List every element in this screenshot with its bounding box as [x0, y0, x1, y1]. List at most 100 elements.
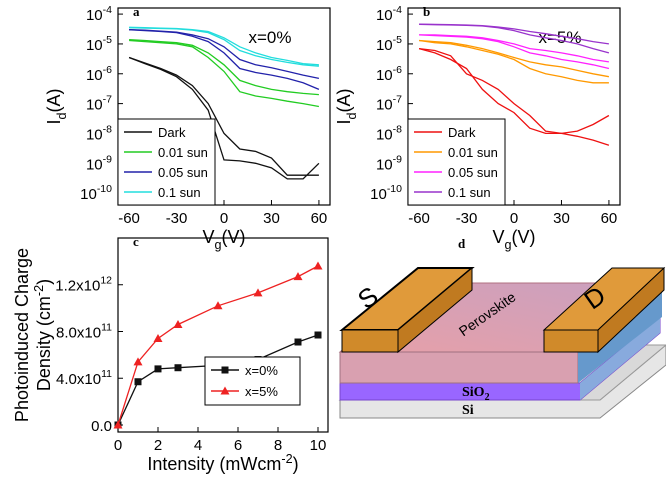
x-tick-label: -30 [166, 210, 188, 227]
series-line [419, 23, 609, 45]
series-line [419, 39, 610, 78]
label-part: Photoinduced Charge [12, 248, 32, 422]
tick-base: 10 [86, 97, 103, 114]
label-part: g [215, 238, 222, 252]
marker [113, 420, 123, 429]
plot-frame [117, 237, 329, 433]
legend-label: 0.01 sun [448, 145, 498, 160]
substrate-label: Si [462, 403, 474, 418]
x-tick-label: 6 [234, 437, 242, 454]
legend-label: Dark [158, 125, 186, 140]
y-tick-label: 10-8 [86, 123, 112, 143]
legend-label: x=5% [245, 384, 278, 399]
x-tick-label: 60 [601, 210, 618, 227]
tick-base: 10 [86, 37, 103, 54]
series-line [129, 26, 319, 66]
label-part: V [202, 227, 214, 247]
tick-exponent: -7 [393, 94, 402, 106]
y-tick-label: 10-6 [376, 64, 402, 84]
x-tick-label: -60 [408, 210, 430, 227]
label-part: (V) [512, 227, 536, 247]
label-part: d [345, 112, 359, 119]
y-tick-label: 8.0x1011 [56, 321, 112, 341]
x-tick-label: 60 [311, 210, 328, 227]
y-tick-label: 10-10 [370, 183, 402, 203]
y-tick-label: 0.0 [91, 418, 112, 435]
label-part: I [44, 120, 64, 125]
oxide-text: SiO [462, 385, 485, 400]
tick-exponent: -7 [103, 94, 112, 106]
tick-base: 10 [376, 67, 393, 84]
tick-base: 10 [376, 126, 393, 143]
tick-exponent: -6 [103, 64, 112, 76]
label-part: (A) [334, 88, 354, 112]
series-line [129, 38, 319, 96]
label-part: ) [293, 454, 299, 474]
marker [220, 386, 230, 395]
x-tick-label: 0 [220, 210, 228, 227]
label-part: d [55, 112, 69, 119]
y-axis-label: Density (cm-2) [32, 279, 54, 391]
device-diagram: S D Perovskite SiO2 Si d [338, 236, 666, 419]
tick-base: 0.0 [91, 418, 112, 435]
series-line [419, 39, 609, 84]
y-tick-label: 10-7 [376, 94, 402, 114]
tick-base: 10 [376, 37, 393, 54]
drain-front [543, 329, 599, 353]
label-part: (V) [222, 227, 246, 247]
legend-label: 0.1 sun [448, 185, 491, 200]
tick-base: 10 [376, 156, 393, 173]
tick-base: 10 [86, 67, 103, 84]
tick-exponent: -8 [393, 123, 402, 135]
series-line [418, 47, 610, 135]
legend-box [204, 356, 301, 406]
legend-label: 0.1 sun [158, 185, 201, 200]
series-line [419, 34, 610, 70]
marker [314, 331, 322, 339]
series-line [128, 56, 319, 176]
series-line [117, 265, 319, 426]
y-tick-label: 10-9 [86, 153, 112, 173]
tick-exponent: -9 [393, 153, 402, 165]
y-tick-label: 10-5 [86, 34, 112, 54]
panel-label: c [133, 234, 139, 249]
x-tick-label: 30 [553, 210, 570, 227]
marker [134, 378, 142, 386]
x-tick-label: 2 [154, 437, 162, 454]
legend-label: 0.05 sun [448, 165, 498, 180]
series-line [419, 34, 609, 63]
source-side [397, 266, 473, 354]
legend-box [407, 118, 506, 206]
tick-base: 1.2x10 [55, 278, 100, 295]
label-part: V [492, 227, 504, 247]
series-line [129, 29, 320, 80]
tick-exponent: -10 [97, 183, 112, 195]
tick-base: 10 [86, 7, 103, 24]
y-tick-label: 10-5 [376, 34, 402, 54]
tick-exponent: -5 [393, 34, 402, 46]
marker [221, 366, 229, 374]
tick-exponent: -5 [103, 34, 112, 46]
series-line [419, 47, 610, 146]
y-tick-label: 10-8 [376, 123, 402, 143]
series-line [128, 56, 320, 180]
marker [133, 357, 143, 366]
tick-base: 8.0x10 [56, 324, 101, 341]
annotation: x=0% [249, 28, 292, 47]
tick-exponent: 11 [101, 368, 112, 380]
tick-base: 10 [376, 97, 393, 114]
tick-exponent: -8 [103, 123, 112, 135]
marker [253, 288, 263, 297]
marker [293, 272, 303, 281]
label-part: -2 [281, 452, 292, 466]
y-tick-label: 10-10 [80, 183, 112, 203]
legend-label: Dark [448, 125, 476, 140]
y-tick-label: 10-6 [86, 64, 112, 84]
label-part: (A) [44, 88, 64, 112]
legend-label: 0.05 sun [158, 165, 208, 180]
x-tick-label: -30 [456, 210, 478, 227]
series-line [129, 39, 320, 108]
y-tick-label: 10-9 [376, 153, 402, 173]
